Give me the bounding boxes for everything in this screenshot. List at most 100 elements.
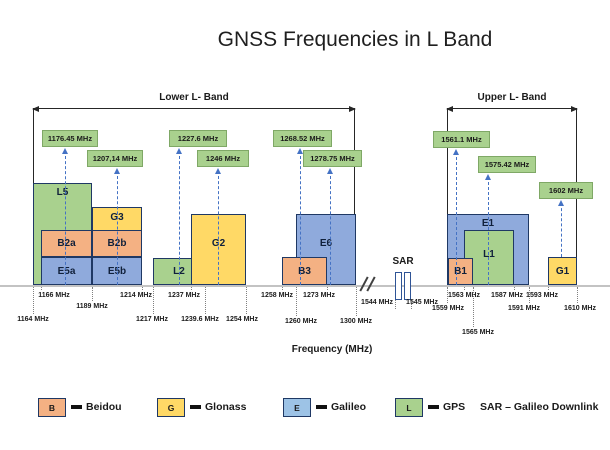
page-title: GNSS Frequencies in L Band — [217, 28, 493, 51]
block-label-B1: B1 — [454, 266, 467, 277]
frequency-callout: 1246 MHz — [197, 150, 249, 167]
tick-label: 1217 MHz — [136, 316, 168, 323]
tick-line — [411, 300, 412, 309]
frequency-axis-line — [0, 285, 610, 287]
legend-dash-icon — [190, 405, 201, 409]
legend-dash-icon — [428, 405, 439, 409]
legend-label-galileo: Galileo — [331, 401, 367, 413]
tick-line — [92, 287, 93, 301]
tick-label: 1166 MHz — [38, 292, 70, 299]
block-G1: G1 — [548, 257, 577, 285]
frequency-callout: 1207,14 MHz — [87, 150, 143, 167]
frequency-callout: 1268.52 MHz — [273, 130, 332, 147]
legend-label-beidou: Beidou — [86, 401, 122, 413]
callout-arrow-line — [330, 171, 331, 285]
legend-dash-icon — [316, 405, 327, 409]
tick-label: 1587 MHz — [491, 292, 523, 299]
tick-label: 1239.6 MHz — [181, 316, 219, 323]
tick-line — [246, 287, 247, 314]
tick-label: 1545 MHz — [406, 299, 438, 306]
callout-arrow-line — [117, 171, 118, 285]
tick-line — [473, 287, 474, 327]
block-label-L2: L2 — [173, 266, 185, 277]
callout-arrowhead — [558, 199, 564, 206]
tick-label: 1254 MHz — [226, 316, 258, 323]
tick-label: 1610 MHz — [564, 305, 596, 312]
band-arrowhead-right — [349, 105, 356, 112]
block-label-E6: E6 — [319, 238, 333, 249]
callout-arrowhead — [62, 147, 68, 154]
block-B2a: B2a — [41, 230, 92, 257]
sar-bar — [395, 272, 402, 300]
frequency-callout: 1176.45 MHz — [42, 130, 98, 147]
frequency-callout: 1602 MHz — [539, 182, 593, 199]
frequency-callout: 1278.75 MHz — [303, 150, 362, 167]
legend-label-gps: GPS — [443, 401, 466, 413]
tick-label: 1273 MHz — [303, 292, 335, 299]
callout-arrowhead — [215, 167, 221, 174]
tick-label: 1559 MHz — [432, 305, 464, 312]
tick-label: 1260 MHz — [285, 318, 317, 325]
tick-line — [577, 287, 578, 303]
tick-label: 1189 MHz — [76, 303, 108, 310]
legend-sar-note: SAR – Galileo Downlink — [480, 401, 599, 413]
tick-label: 1164 MHz — [17, 316, 49, 323]
tick-line — [447, 287, 448, 303]
frequency-callout: 1561.1 MHz — [433, 131, 490, 148]
tick-label: 1591 MHz — [508, 305, 540, 312]
tick-line — [529, 287, 530, 303]
block-label-E1: E1 — [481, 218, 495, 229]
callout-arrow-line — [218, 171, 219, 285]
tick-line — [464, 287, 465, 290]
callout-arrow-line — [65, 151, 66, 285]
block-label-B3: B3 — [298, 266, 311, 277]
block-B3: B3 — [282, 257, 327, 285]
tick-line — [153, 287, 154, 314]
tick-line — [296, 287, 297, 316]
tick-line — [41, 287, 42, 290]
band-arrowhead-right — [571, 105, 578, 112]
frequency-callout: 1227.6 MHz — [169, 130, 227, 147]
tick-line — [191, 287, 192, 290]
band-span-line — [447, 108, 577, 109]
band-label: Lower L- Band — [159, 92, 229, 103]
tick-label: 1300 MHz — [340, 318, 372, 325]
callout-arrow-line — [456, 152, 457, 285]
callout-arrowhead — [485, 173, 491, 180]
block-label-B2a: B2a — [57, 238, 76, 249]
band-arrowhead-left — [446, 105, 453, 112]
tick-label: 1593 MHz — [526, 292, 558, 299]
tick-label: 1258 MHz — [261, 292, 293, 299]
legend-swatch-beidou: B — [38, 398, 66, 417]
callout-arrowhead — [327, 167, 333, 174]
legend-dash-icon — [71, 405, 82, 409]
tick-line — [282, 287, 283, 290]
frequency-callout: 1575.42 MHz — [478, 156, 536, 173]
block-label-G1: G1 — [555, 266, 570, 277]
band-connector-left — [33, 108, 34, 183]
tick-label: 1563 MHz — [448, 292, 480, 299]
tick-label: 1565 MHz — [462, 329, 494, 336]
legend-swatch-glonass: G — [157, 398, 185, 417]
tick-label: 1237 MHz — [168, 292, 200, 299]
tick-label: 1544 MHz — [361, 299, 393, 306]
tick-line — [205, 287, 206, 314]
callout-arrowhead — [114, 167, 120, 174]
legend-swatch-gps: L — [395, 398, 423, 417]
tick-line — [548, 287, 549, 290]
callout-arrow-line — [488, 177, 489, 285]
tick-line — [395, 300, 396, 309]
block-label-E5a: E5a — [57, 266, 76, 277]
band-connector-left — [447, 108, 448, 214]
callout-arrowhead — [176, 147, 182, 154]
tick-line — [327, 287, 328, 290]
tick-line — [33, 287, 34, 314]
sar-label: SAR — [392, 256, 414, 267]
band-span-line — [33, 108, 355, 109]
tick-line — [356, 287, 357, 316]
block-E5a: E5a — [41, 257, 92, 285]
callout-arrow-line — [179, 151, 180, 285]
sar-bar — [404, 272, 411, 300]
legend-label-glonass: Glonass — [205, 401, 247, 413]
